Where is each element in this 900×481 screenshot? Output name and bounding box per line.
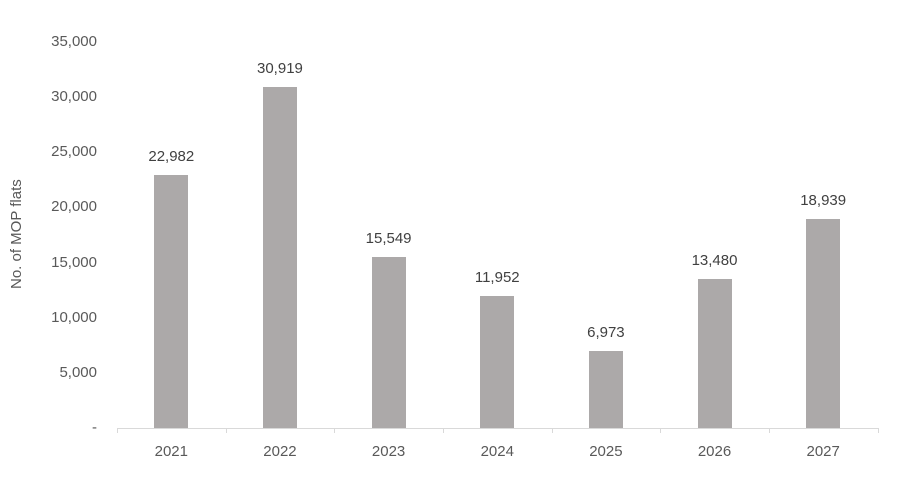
y-tick-label: 30,000 — [51, 88, 97, 106]
x-axis-tick — [225, 428, 227, 433]
x-tick-label: 2022 — [263, 443, 297, 460]
bar-value-label: 11,952 — [474, 269, 520, 287]
x-tick-label: 2021 — [154, 443, 188, 460]
bar-value-label: 18,939 — [800, 192, 847, 210]
y-tick-label: - — [92, 419, 97, 436]
y-tick-label: 5,000 — [59, 363, 97, 381]
y-tick-label: 15,000 — [51, 253, 97, 271]
x-axis-tick — [877, 428, 879, 433]
x-tick-label: 2027 — [806, 443, 840, 460]
x-axis-tick — [334, 428, 336, 433]
x-axis-tick — [660, 428, 662, 433]
bar — [697, 279, 732, 428]
x-axis-line — [117, 428, 878, 429]
y-axis-title: No. of MOP flats — [8, 179, 25, 289]
x-tick-label: 2023 — [371, 443, 406, 460]
bar-value-label: 13,480 — [691, 252, 738, 270]
y-tick-label: 35,000 — [51, 33, 97, 50]
x-axis-tick — [551, 428, 553, 433]
x-axis-tick — [442, 428, 444, 433]
bar-value-label: 15,549 — [365, 229, 412, 247]
bar — [371, 256, 406, 428]
bar-value-label: 6,973 — [587, 324, 625, 342]
x-axis-tick — [117, 428, 118, 433]
bar — [588, 351, 623, 428]
x-tick-label: 2026 — [697, 443, 732, 460]
x-axis-tick — [768, 428, 770, 433]
y-tick-label: 20,000 — [51, 198, 97, 216]
bar — [262, 87, 297, 428]
y-tick-label: 10,000 — [51, 308, 97, 326]
bar — [806, 219, 841, 428]
y-tick-label: 25,000 — [51, 143, 97, 161]
bar — [480, 296, 515, 428]
bar — [154, 174, 189, 428]
bar-value-label: 22,982 — [148, 147, 195, 165]
bar-value-label: 30,919 — [257, 60, 303, 77]
x-tick-label: 2025 — [589, 443, 623, 460]
x-tick-label: 2024 — [480, 443, 514, 460]
